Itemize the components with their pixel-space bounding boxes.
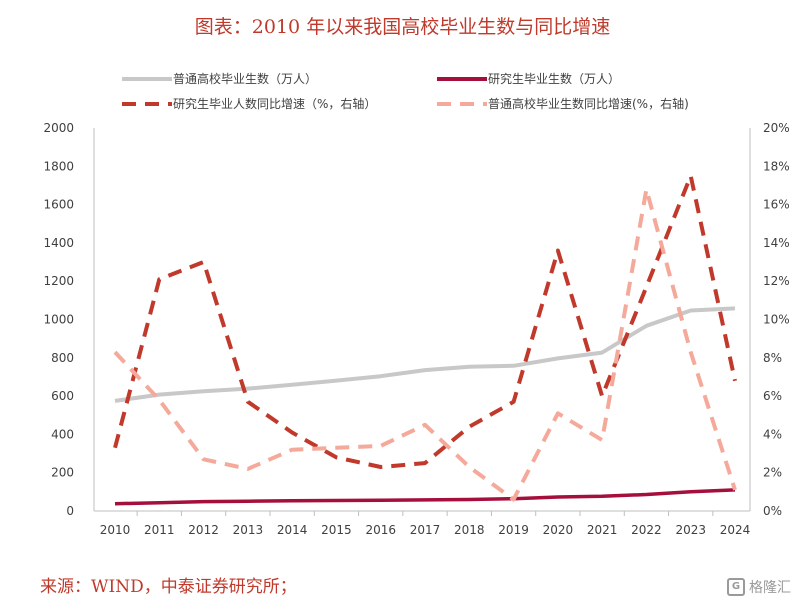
series-line-1 bbox=[114, 488, 736, 506]
chart-title: 图表：2010 年以来我国高校毕业生数与同比增速 bbox=[194, 16, 611, 38]
y-right-tick-label: 14% bbox=[763, 236, 790, 250]
y-left-tick-label: 2000 bbox=[43, 121, 74, 135]
x-tick-label: 2010 bbox=[100, 523, 131, 537]
series-layer bbox=[113, 173, 737, 506]
series-line-0 bbox=[114, 306, 736, 403]
watermark: G 格隆汇 bbox=[727, 577, 791, 597]
y-right-tick-label: 6% bbox=[763, 389, 782, 403]
y-left-tick-label: 800 bbox=[51, 351, 74, 365]
y-right-tick-label: 4% bbox=[763, 427, 782, 441]
source-note: 来源：WIND，中泰证券研究所； bbox=[40, 577, 297, 597]
x-tick-label: 2016 bbox=[365, 523, 396, 537]
y-right-tick-label: 18% bbox=[763, 159, 790, 173]
legend: 普通高校毕业生数（万人） 研究生毕业生数（万人） 研究生毕业人数同比增速（%，右轴）… bbox=[122, 71, 689, 111]
watermark-text: 格隆汇 bbox=[749, 580, 791, 596]
y-right-tick-label: 10% bbox=[763, 313, 790, 327]
y-right-tick-label: 12% bbox=[763, 274, 790, 288]
chart: 普通高校毕业生数（万人） 研究生毕业生数（万人） 研究生毕业人数同比增速（%，右轴）… bbox=[43, 71, 789, 537]
y-left-tick-label: 200 bbox=[51, 466, 74, 480]
y-right-tick-label: 2% bbox=[763, 466, 782, 480]
y-right-tick-label: 16% bbox=[763, 198, 790, 212]
x-tick-label: 2019 bbox=[498, 523, 529, 537]
series-line-3 bbox=[113, 187, 737, 502]
y-left-tick-label: 600 bbox=[51, 389, 74, 403]
x-tick-label: 2015 bbox=[321, 523, 352, 537]
x-tick-label: 2023 bbox=[675, 523, 706, 537]
y-left-tick-label: 400 bbox=[51, 427, 74, 441]
y-right-tick-label: 8% bbox=[763, 351, 782, 365]
x-tick-label: 2022 bbox=[631, 523, 662, 537]
y-left-tick-label: 1800 bbox=[43, 159, 74, 173]
y-right-tick-label: 0% bbox=[763, 504, 782, 518]
x-tick-label: 2011 bbox=[144, 523, 175, 537]
y-left-tick-label: 1600 bbox=[43, 198, 74, 212]
x-tick-label: 2021 bbox=[587, 523, 618, 537]
y-right-tick-label: 20% bbox=[763, 121, 790, 135]
x-tick-label: 2017 bbox=[410, 523, 441, 537]
x-tick-label: 2013 bbox=[233, 523, 264, 537]
x-tick-label: 2012 bbox=[188, 523, 219, 537]
x-tick-label: 2020 bbox=[543, 523, 574, 537]
series-line-2 bbox=[113, 173, 737, 469]
legend-label-2: 研究生毕业人数同比增速（%，右轴） bbox=[173, 96, 376, 111]
y-left-tick-label: 1000 bbox=[43, 313, 74, 327]
y-left-tick-label: 1400 bbox=[43, 236, 74, 250]
x-tick-label: 2018 bbox=[454, 523, 485, 537]
legend-label-3: 普通高校毕业生数同比增速(%，右轴) bbox=[488, 96, 689, 111]
y-left-tick-label: 1200 bbox=[43, 274, 74, 288]
x-tick-label: 2014 bbox=[277, 523, 308, 537]
x-tick-label: 2024 bbox=[720, 523, 751, 537]
legend-label-0: 普通高校毕业生数（万人） bbox=[173, 71, 317, 86]
axes: 0 200 400 600 800 1000 1200 1400 1600 1800 2000 0% 2… bbox=[43, 121, 789, 537]
y-left-tick-label: 0 bbox=[66, 504, 74, 518]
legend-label-1: 研究生毕业生数（万人） bbox=[488, 71, 620, 86]
watermark-logo-icon: G bbox=[727, 578, 745, 596]
